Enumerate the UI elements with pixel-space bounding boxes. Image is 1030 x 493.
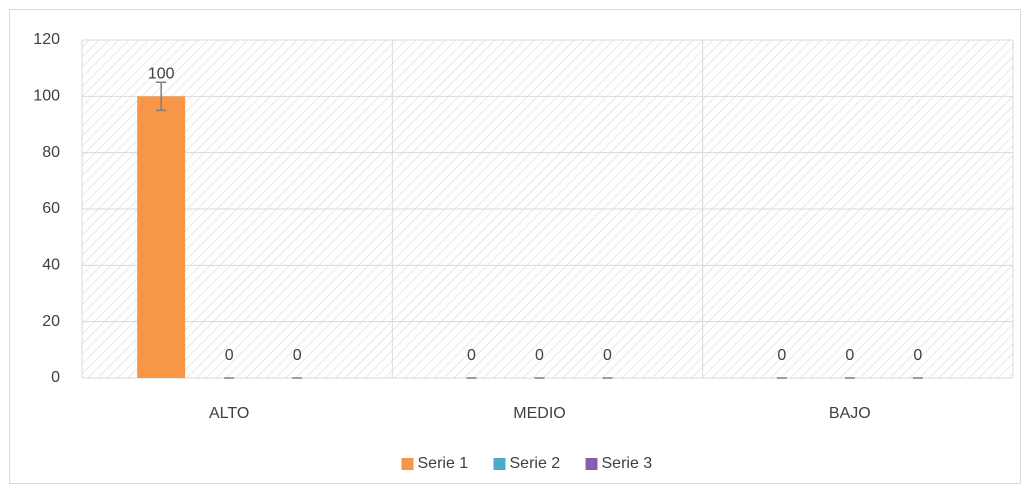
data-label: 0 (467, 347, 476, 364)
y-tick-label: 60 (42, 200, 60, 217)
y-tick-label: 40 (42, 257, 60, 274)
legend-swatch (585, 458, 598, 470)
data-label: 0 (535, 347, 544, 364)
legend-label: Serie 2 (510, 455, 561, 472)
data-label: 0 (777, 347, 786, 364)
data-label: 0 (603, 347, 612, 364)
data-label: 100 (148, 66, 175, 83)
bar (137, 96, 186, 378)
y-tick-label: 100 (33, 88, 60, 105)
data-label: 0 (913, 347, 922, 364)
data-label: 0 (293, 347, 302, 364)
error-bar (156, 81, 167, 112)
legend-label: Serie 1 (418, 455, 469, 472)
data-label: 0 (845, 347, 854, 364)
y-tick-label: 80 (42, 144, 60, 161)
x-tick-label: MEDIO (513, 405, 565, 422)
data-label: 0 (225, 347, 234, 364)
legend-swatch (493, 458, 506, 470)
legend-label: Serie 3 (602, 455, 653, 472)
y-tick-label: 0 (51, 369, 60, 386)
y-tick-label: 20 (42, 313, 60, 330)
x-tick-label: ALTO (209, 405, 249, 422)
legend-swatch (401, 458, 414, 470)
y-tick-label: 120 (33, 31, 60, 48)
x-tick-label: BAJO (829, 405, 871, 422)
